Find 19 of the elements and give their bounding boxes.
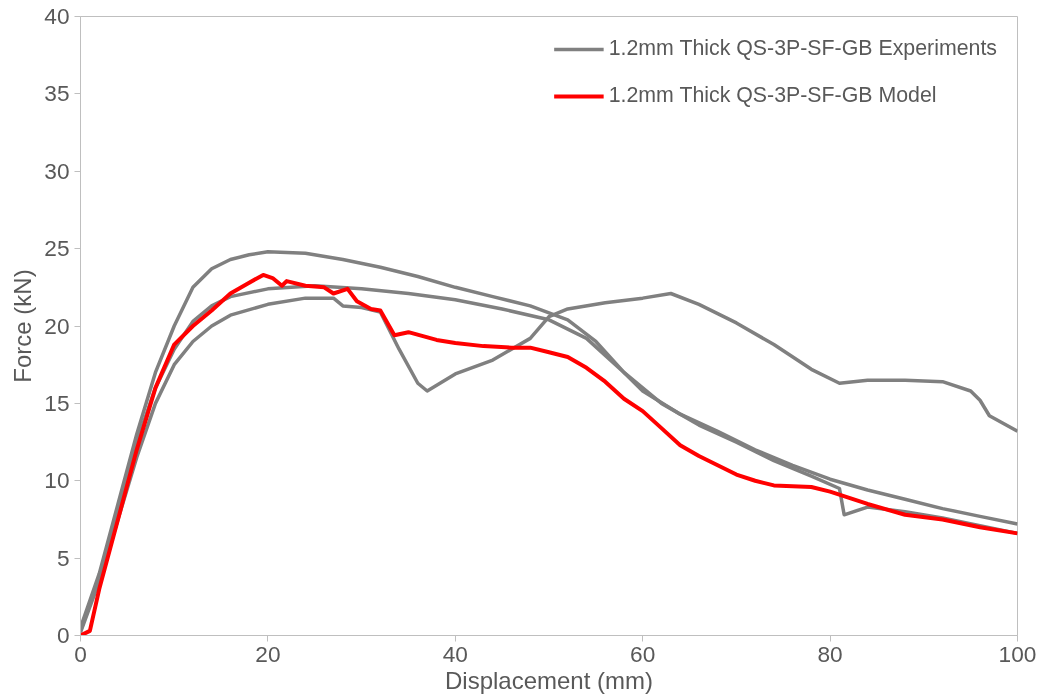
x-tick-label: 40 xyxy=(442,640,468,667)
y-tick-label: 20 xyxy=(44,312,70,339)
y-tick-label: 30 xyxy=(44,157,70,184)
y-tick-label: 35 xyxy=(44,80,70,107)
y-tick-label: 25 xyxy=(44,235,70,262)
x-tick-label: 60 xyxy=(630,640,656,667)
y-tick-label: 10 xyxy=(44,467,70,494)
legend-label: 1.2mm Thick QS-3P-SF-GB Experiments xyxy=(608,36,997,61)
legend-label: 1.2mm Thick QS-3P-SF-GB Model xyxy=(608,83,937,108)
y-axis-title: Force (kN) xyxy=(9,269,37,383)
y-tick-label: 0 xyxy=(56,622,70,648)
y-tick-label: 15 xyxy=(44,389,70,416)
y-tick-label: 5 xyxy=(56,544,70,571)
x-axis-title: Displacement (mm) xyxy=(444,666,654,694)
x-tick-label: 80 xyxy=(817,640,843,667)
x-tick-label: 20 xyxy=(255,640,281,667)
y-tick-label: 40 xyxy=(44,3,70,29)
x-tick-label: 100 xyxy=(998,640,1037,667)
x-tick-label: 0 xyxy=(74,640,87,667)
